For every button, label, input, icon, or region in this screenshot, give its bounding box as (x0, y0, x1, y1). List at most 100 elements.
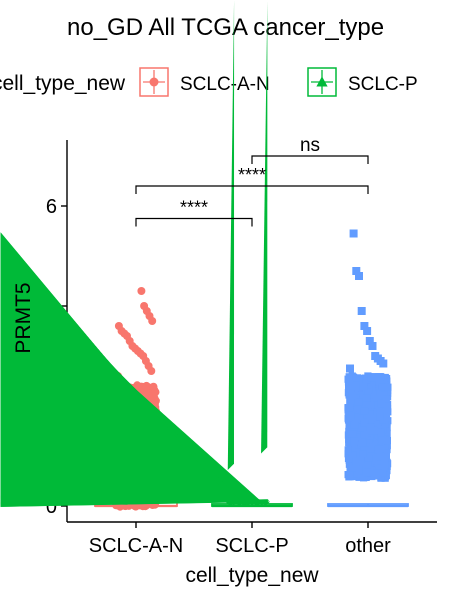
data-point (355, 398, 363, 406)
data-point (381, 409, 389, 417)
series-sclc-p (0, 0, 293, 508)
data-point (347, 460, 355, 468)
data-point (348, 464, 356, 472)
bracket-label: **** (180, 198, 208, 218)
data-point (359, 439, 367, 447)
data-point (350, 470, 358, 478)
data-point (360, 419, 369, 427)
data-point (371, 457, 379, 465)
data-point (359, 383, 368, 391)
data-point (363, 327, 372, 335)
data-point (350, 438, 358, 446)
data-point (349, 229, 358, 238)
data-point (375, 378, 383, 386)
data-point (363, 394, 371, 402)
significance-bracket: ns (251, 135, 369, 164)
data-point (261, 0, 268, 454)
data-point (357, 307, 366, 315)
data-point (348, 430, 356, 438)
data-point (373, 373, 381, 381)
data-point (377, 428, 385, 437)
data-point (378, 435, 386, 443)
x-tick-label: SCLC-A-N (89, 535, 183, 557)
significance-bracket: **** (135, 165, 369, 194)
data-point (378, 469, 387, 477)
bracket-label: ns (300, 135, 320, 156)
data-point (360, 322, 369, 330)
data-point (352, 267, 361, 275)
data-point (360, 407, 369, 415)
data-point (137, 287, 146, 295)
bracket-line (135, 185, 369, 194)
data-point (346, 472, 354, 480)
data-point (345, 426, 353, 434)
data-point (376, 413, 384, 421)
data-point (227, 0, 235, 471)
data-point (360, 474, 368, 482)
data-point (344, 446, 352, 454)
legend-title: cell_type_new (0, 72, 126, 95)
legend-label: SCLC-P (348, 74, 418, 95)
data-point (346, 404, 354, 412)
data-point (365, 337, 374, 345)
data-point (373, 420, 381, 429)
data-point (364, 459, 372, 467)
series-other (327, 229, 409, 508)
data-point (379, 377, 387, 385)
data-point (376, 464, 384, 472)
bracket-line (135, 217, 253, 227)
data-point (366, 410, 374, 418)
data-point (352, 458, 360, 466)
data-point (370, 398, 378, 406)
y-tick-label: 6 (46, 196, 57, 218)
data-point (346, 409, 354, 417)
data-point (381, 420, 389, 428)
y-tick-label: 0 (46, 496, 57, 518)
data-point (377, 453, 385, 461)
data-point (382, 449, 390, 457)
data-point (382, 395, 390, 403)
data-point (362, 411, 370, 419)
data-point (355, 466, 363, 474)
data-point (360, 431, 368, 439)
data-point (377, 474, 385, 482)
data-point (344, 454, 353, 463)
data-point (364, 401, 372, 409)
data-point (345, 420, 353, 428)
data-point (151, 388, 160, 397)
data-point (381, 460, 389, 468)
data-point (354, 383, 362, 391)
data-point (380, 391, 388, 399)
data-point (374, 470, 382, 478)
data-point (378, 383, 387, 391)
legend-label: SCLC-A-N (180, 74, 270, 95)
data-point (365, 439, 373, 447)
data-point (364, 388, 372, 396)
data-point (370, 427, 378, 435)
x-axis-label: cell_type_new (185, 564, 319, 587)
data-point (363, 375, 371, 383)
data-point (384, 383, 392, 391)
data-point (350, 404, 358, 412)
data-point (382, 471, 390, 479)
x-tick-label: other (345, 535, 391, 557)
data-point (353, 374, 361, 382)
data-point (372, 394, 380, 402)
data-point (382, 404, 390, 412)
x-tick-label: SCLC-P (215, 535, 288, 557)
data-point (140, 302, 149, 310)
data-point (359, 462, 367, 470)
data-point (377, 373, 385, 381)
data-point (351, 413, 359, 421)
data-point (383, 436, 391, 445)
data-point (357, 455, 365, 463)
data-point (345, 373, 353, 381)
significance-bracket: **** (135, 198, 253, 227)
data-point (354, 403, 362, 411)
bracket-line (251, 155, 369, 164)
data-point (357, 423, 365, 432)
